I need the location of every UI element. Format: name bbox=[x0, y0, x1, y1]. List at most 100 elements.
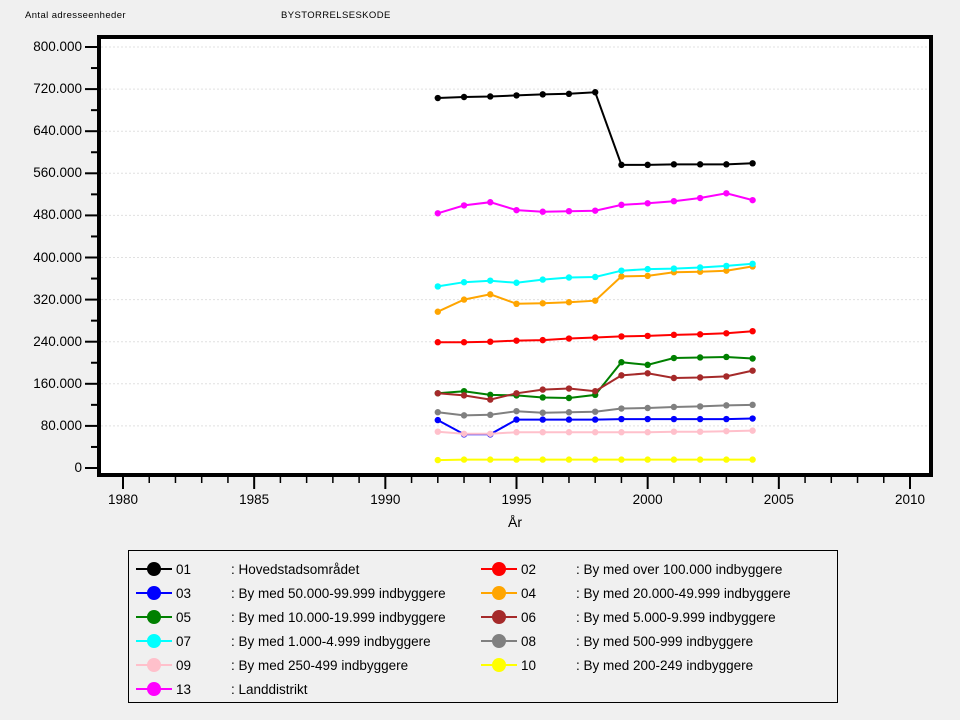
legend-marker-icon bbox=[481, 585, 521, 601]
series-09-marker bbox=[539, 429, 546, 436]
y-tick-label: 240.000 bbox=[33, 333, 82, 349]
y-tick-label: 560.000 bbox=[33, 165, 82, 181]
series-07-marker bbox=[487, 277, 494, 284]
series-08-marker bbox=[592, 408, 599, 415]
series-03-marker bbox=[618, 415, 625, 423]
series-10-marker bbox=[723, 456, 730, 463]
series-01-marker bbox=[723, 161, 730, 168]
series-01-marker bbox=[460, 93, 468, 101]
series-13-marker bbox=[460, 202, 468, 209]
series-02-marker bbox=[696, 331, 704, 338]
series-07-marker bbox=[565, 274, 573, 281]
x-tick-label: 2010 bbox=[894, 492, 926, 507]
y-tick-label: 400.000 bbox=[33, 249, 82, 265]
legend-label: : Hovedstadsområdet bbox=[231, 561, 360, 577]
series-10-marker bbox=[749, 456, 756, 463]
series-10-marker bbox=[644, 456, 651, 463]
legend-code: 03 bbox=[176, 585, 192, 601]
x-tick-label: 2000 bbox=[632, 492, 663, 507]
series-09-marker bbox=[723, 427, 730, 435]
series-03-marker bbox=[696, 415, 704, 423]
legend-column-left: 01: Hovedstadsområdet 03: By med 50.000-9… bbox=[136, 557, 481, 701]
series-08-marker bbox=[539, 409, 546, 416]
y-tick-label: 80.000 bbox=[40, 417, 82, 433]
series-10-marker bbox=[513, 456, 520, 463]
series-13-marker bbox=[487, 199, 494, 206]
legend-marker-icon bbox=[136, 633, 176, 649]
series-09-marker bbox=[513, 429, 520, 436]
series-02-marker bbox=[434, 339, 441, 346]
legend-item-07: 07: By med 1.000-4.999 indbyggere bbox=[136, 629, 481, 653]
series-05-marker bbox=[696, 354, 704, 361]
series-03-marker bbox=[644, 415, 651, 423]
legend-marker-icon bbox=[136, 561, 176, 577]
legend-code: 07 bbox=[176, 633, 192, 649]
series-08-marker bbox=[644, 404, 651, 412]
series-09-marker bbox=[749, 427, 756, 434]
legend-item-08: 08 : By med 500-999 indbyggere bbox=[481, 629, 831, 653]
legend-item-05: 05: By med 10.000-19.999 indbyggere bbox=[136, 605, 481, 629]
legend-label: : By med 10.000-19.999 indbyggere bbox=[231, 609, 446, 625]
series-07-marker bbox=[618, 267, 625, 274]
series-02-marker bbox=[460, 339, 468, 346]
series-04-marker bbox=[539, 300, 546, 307]
series-04-marker bbox=[513, 300, 520, 308]
legend-label: : By med 250-499 indbyggere bbox=[231, 657, 409, 673]
legend-code: 06 bbox=[521, 609, 537, 625]
series-13-marker bbox=[618, 201, 625, 209]
series-07-marker bbox=[592, 273, 599, 281]
series-09-marker bbox=[670, 428, 678, 435]
series-01-marker bbox=[487, 93, 494, 100]
series-07-marker bbox=[434, 283, 441, 290]
x-tick-label: 1990 bbox=[370, 492, 401, 507]
y-tick-label: 640.000 bbox=[33, 123, 82, 139]
series-08-marker bbox=[513, 407, 520, 415]
series-03-marker bbox=[565, 416, 573, 423]
legend-marker-icon bbox=[481, 633, 521, 649]
legend-code: 10 bbox=[521, 657, 537, 673]
legend-label: : By med 500-999 indbyggere bbox=[576, 633, 754, 649]
series-03-marker bbox=[670, 415, 678, 423]
legend-item-10: 10 : By med 200-249 indbyggere bbox=[481, 653, 831, 677]
series-08-marker bbox=[487, 411, 494, 419]
series-04-marker bbox=[434, 308, 441, 315]
y-tick-label: 800.000 bbox=[33, 39, 82, 54]
legend-item-13: 13: Landdistrikt bbox=[136, 677, 481, 701]
series-08-marker bbox=[460, 412, 468, 419]
series-09-marker bbox=[565, 429, 573, 436]
series-01-marker bbox=[670, 161, 678, 168]
series-06-marker bbox=[618, 372, 625, 379]
series-10-marker bbox=[592, 456, 599, 463]
series-09-marker bbox=[434, 428, 441, 435]
series-03-marker bbox=[539, 416, 546, 423]
series-10-marker bbox=[618, 456, 625, 463]
legend-code: 01 bbox=[176, 561, 192, 577]
legend-marker-icon bbox=[136, 681, 176, 697]
series-02-marker bbox=[618, 333, 625, 340]
series-04-marker bbox=[618, 273, 625, 280]
legend-label: : By med 200-249 indbyggere bbox=[576, 657, 754, 673]
series-02-marker bbox=[539, 336, 546, 344]
series-03-marker bbox=[513, 416, 520, 423]
series-06-marker bbox=[670, 374, 678, 382]
series-10-marker bbox=[434, 456, 441, 464]
series-06-marker bbox=[696, 374, 704, 381]
legend-marker-icon bbox=[481, 609, 521, 625]
series-01-marker bbox=[592, 89, 599, 96]
legend-item-01: 01 : Hovedstadsområdet bbox=[136, 557, 481, 581]
series-01-marker bbox=[513, 92, 520, 99]
series-04-marker bbox=[487, 291, 494, 298]
series-05-marker bbox=[539, 394, 546, 401]
series-07-marker bbox=[723, 262, 730, 270]
x-tick-label: 1995 bbox=[501, 492, 532, 507]
series-05-marker bbox=[644, 361, 651, 369]
legend-code: 08 bbox=[521, 633, 537, 649]
series-06-marker bbox=[513, 390, 520, 397]
series-13-marker bbox=[696, 194, 704, 202]
series-04-marker bbox=[592, 297, 599, 304]
series-06-marker bbox=[434, 390, 441, 397]
series-13-marker bbox=[670, 197, 678, 205]
series-01-marker bbox=[696, 161, 704, 168]
